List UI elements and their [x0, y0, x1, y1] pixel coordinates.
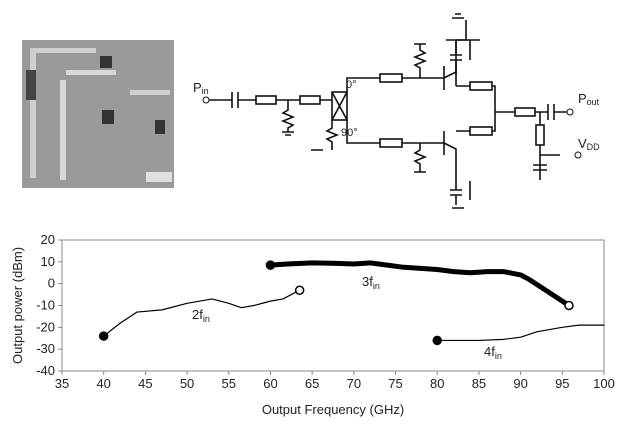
point-marker: [432, 335, 442, 346]
pin-label: Pin: [193, 80, 209, 96]
point-marker: [294, 285, 305, 295]
chart: 35 40 45 50 55 60 65 70 75 80 85 90 95 100-40-30-20-1…: [10, 232, 615, 417]
x-tick-label: 90: [513, 376, 527, 391]
label-main: 4f: [484, 344, 495, 359]
x-tick-label: 55: [222, 376, 236, 391]
x-tick-label: 45: [138, 376, 152, 391]
label-sub: in: [373, 281, 380, 291]
x-tick-label: 35: [55, 376, 69, 391]
label-main: 3f: [362, 274, 373, 289]
label-sub: in: [203, 314, 210, 324]
y-axis-label: Output power (dBm): [10, 247, 25, 364]
x-tick-label: 75: [388, 376, 402, 391]
y-tick-label: 0: [48, 276, 55, 291]
label-main: V: [578, 136, 587, 151]
x-tick-label: 95: [555, 376, 569, 391]
y-tick-label: -20: [36, 319, 55, 334]
series-line: [267, 260, 572, 308]
x-tick-label: 85: [472, 376, 486, 391]
label-sub: out: [587, 97, 600, 107]
point-marker: [265, 260, 276, 270]
x-tick-label: 70: [347, 376, 361, 391]
pout-label: Pout: [578, 91, 600, 107]
schematic: Pin Pout VDD 0° 90°: [193, 13, 600, 209]
chip-photo: [22, 40, 174, 188]
vdd-label: VDD: [578, 136, 600, 152]
label-sub: DD: [587, 142, 600, 152]
y-tick-label: 10: [41, 254, 55, 269]
y-tick-label: -10: [36, 298, 55, 313]
x-tick-label: 100: [593, 376, 615, 391]
x-tick-label: 60: [263, 376, 277, 391]
y-tick-label: -30: [36, 341, 55, 356]
label-main: 2f: [192, 307, 203, 322]
y-tick-label: -40: [36, 363, 55, 378]
point-marker: [564, 300, 574, 311]
label-sub: in: [495, 351, 502, 361]
x-tick-label: 50: [180, 376, 194, 391]
series-line: [436, 324, 605, 342]
x-tick-label: 40: [96, 376, 110, 391]
phase-label: 90°: [341, 127, 358, 139]
series-label: 3fin: [362, 274, 380, 291]
label-sub: in: [202, 86, 209, 96]
series-label: 4fin: [484, 344, 502, 361]
point-marker: [98, 331, 109, 341]
label-main: P: [578, 91, 587, 106]
series-label: 2fin: [192, 307, 210, 324]
plot-frame: [61, 239, 605, 372]
phase-label: 0°: [346, 79, 357, 91]
x-axis-label: Output Frequency (GHz): [262, 402, 404, 417]
label-main: P: [193, 80, 202, 95]
y-tick-label: 20: [41, 232, 55, 247]
series-line: [103, 289, 301, 337]
x-tick-label: 65: [305, 376, 319, 391]
x-tick-label: 80: [430, 376, 444, 391]
